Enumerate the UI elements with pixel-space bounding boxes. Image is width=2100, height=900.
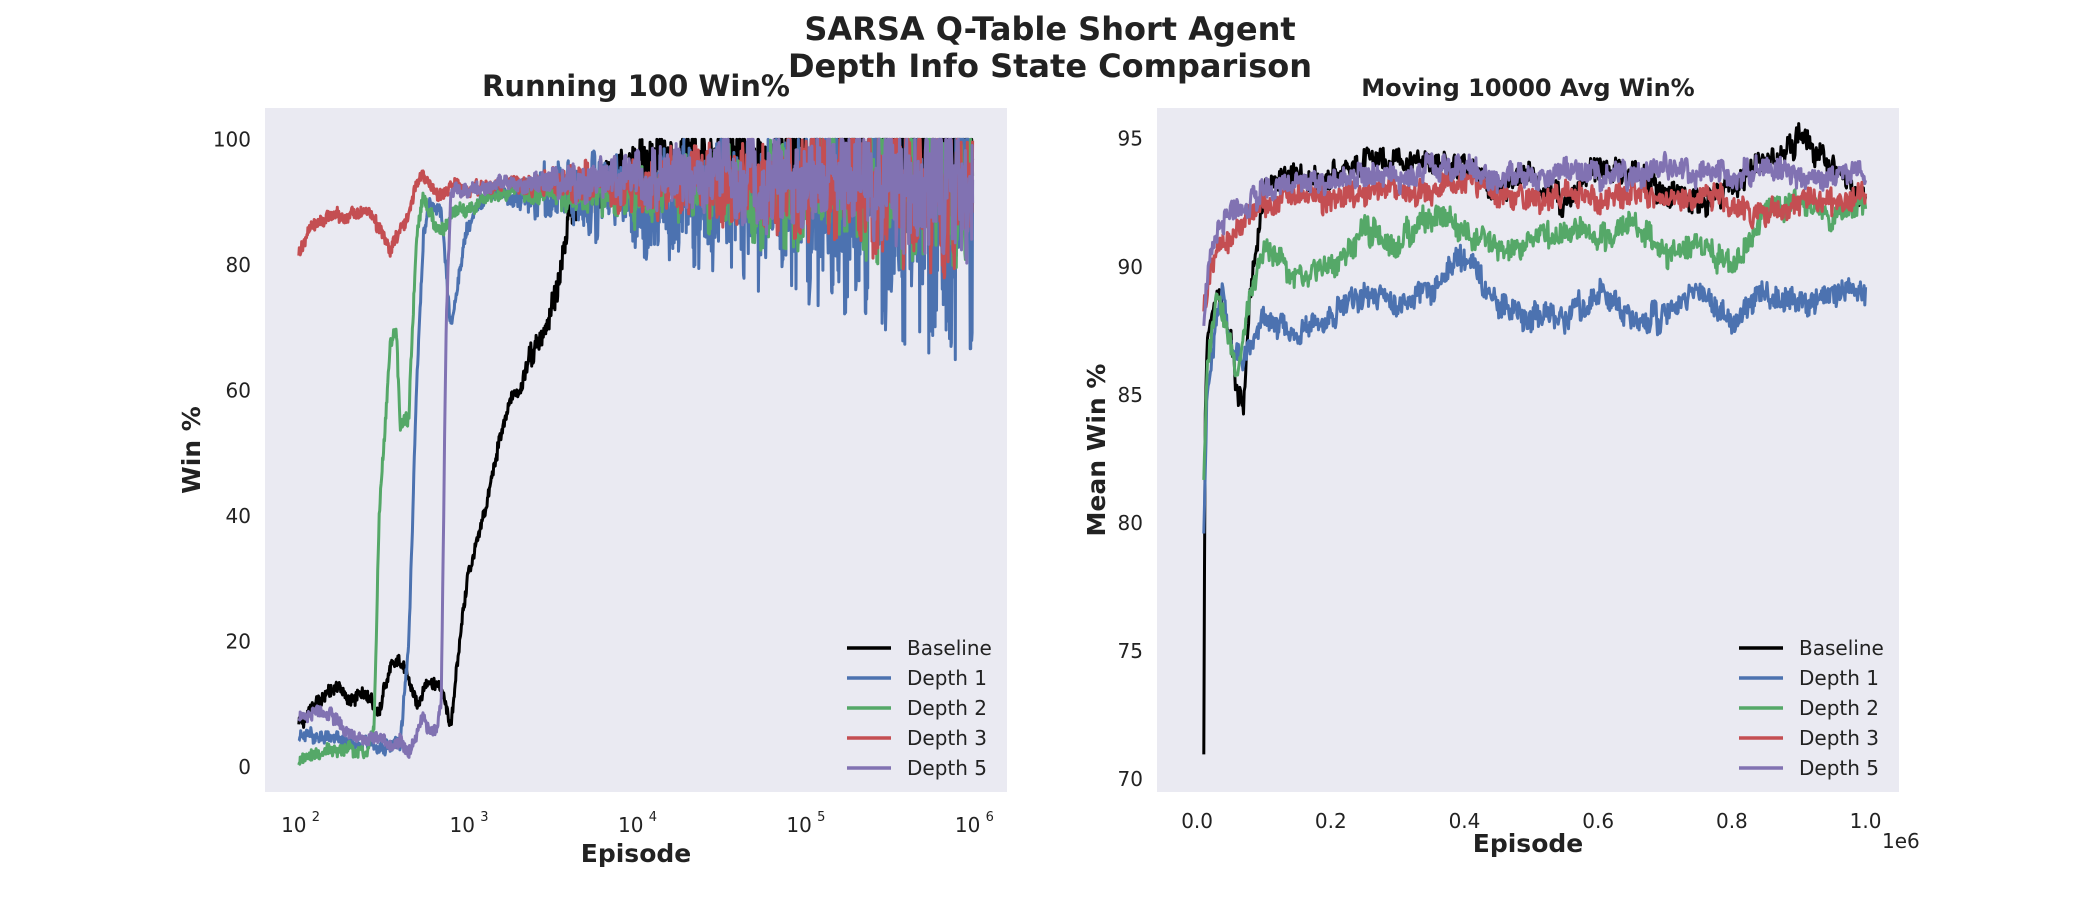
legend-label-depth-2: Depth 2 bbox=[907, 696, 987, 720]
legend-label-depth-1: Depth 1 bbox=[1799, 666, 1879, 690]
left-series-lines bbox=[297, 137, 975, 766]
left-legend: Baseline Depth 1 Depth 2 Depth 3 Depth 5 bbox=[847, 636, 992, 780]
x-tick-exponent: 5 bbox=[817, 810, 825, 825]
x-tick-label-0-2: 0.2 bbox=[1315, 809, 1347, 833]
x-tick-exponent: 3 bbox=[480, 810, 488, 825]
y-tick-label-85: 85 bbox=[1118, 383, 1143, 407]
x-tick-label-1000000: 10 bbox=[955, 813, 980, 837]
y-tick-label-80: 80 bbox=[1118, 511, 1143, 535]
right-x-offset-label: 1e6 bbox=[1882, 829, 1920, 853]
y-tick-label-75: 75 bbox=[1118, 639, 1143, 663]
x-tick-label-100000: 10 bbox=[786, 813, 811, 837]
chart-running-win: Running 100 Win% Episode Win % 0 20 40 60 80… bbox=[177, 69, 1007, 868]
right-tick-labels: 70 75 80 85 90 95 0.0 0.2 0.4 0.6 0.8 1.0 bbox=[1118, 127, 1882, 833]
left-y-axis-label: Win % bbox=[177, 406, 206, 494]
x-tick-label-0-6: 0.6 bbox=[1582, 809, 1614, 833]
right-legend: Baseline Depth 1 Depth 2 Depth 3 Depth 5 bbox=[1739, 636, 1884, 780]
legend-label-baseline: Baseline bbox=[907, 636, 992, 660]
legend-label-depth-3: Depth 3 bbox=[907, 726, 987, 750]
legend-label-depth-3: Depth 3 bbox=[1799, 726, 1879, 750]
x-tick-exponent: 4 bbox=[649, 810, 657, 825]
x-tick-base: 10 bbox=[786, 813, 811, 837]
x-tick-label-0-4: 0.4 bbox=[1449, 809, 1481, 833]
x-tick-base: 10 bbox=[955, 813, 980, 837]
figure-suptitle-line2: Depth Info State Comparison bbox=[788, 47, 1312, 85]
y-tick-label-60: 60 bbox=[226, 378, 251, 402]
x-tick-base: 10 bbox=[281, 813, 306, 837]
y-tick-label-0: 0 bbox=[238, 755, 251, 779]
x-tick-label-10000: 10 bbox=[618, 813, 643, 837]
legend-label-depth-1: Depth 1 bbox=[907, 666, 987, 690]
x-tick-exponent: 6 bbox=[986, 810, 994, 825]
y-tick-label-40: 40 bbox=[226, 504, 251, 528]
x-tick-label-0-0: 0.0 bbox=[1181, 809, 1213, 833]
left-x-axis-label: Episode bbox=[581, 839, 691, 868]
y-tick-label-100: 100 bbox=[213, 127, 251, 151]
figure-suptitle-line1: SARSA Q-Table Short Agent bbox=[804, 10, 1295, 48]
legend-label-depth-5: Depth 5 bbox=[1799, 756, 1879, 780]
y-tick-label-95: 95 bbox=[1118, 127, 1143, 151]
legend-label-baseline: Baseline bbox=[1799, 636, 1884, 660]
series-line-depth-5 bbox=[1202, 150, 1868, 326]
x-tick-base: 10 bbox=[450, 813, 475, 837]
x-tick-base: 10 bbox=[618, 813, 643, 837]
x-tick-label-100: 10 bbox=[281, 813, 306, 837]
right-y-axis-label: Mean Win % bbox=[1082, 364, 1111, 537]
y-tick-label-70: 70 bbox=[1118, 767, 1143, 791]
left-tick-labels: 0 20 40 60 80 100 10 2 10 3 10 4 10 5 10 6 bbox=[213, 127, 994, 837]
chart-moving-avg-win: Moving 10000 Avg Win% Episode Mean Win %… bbox=[1082, 74, 1920, 858]
legend-label-depth-2: Depth 2 bbox=[1799, 696, 1879, 720]
y-tick-label-90: 90 bbox=[1118, 255, 1143, 279]
series-line-depth-1 bbox=[1202, 243, 1868, 534]
y-tick-label-80: 80 bbox=[226, 253, 251, 277]
series-line-depth-5 bbox=[297, 137, 975, 759]
left-chart-title: Running 100 Win% bbox=[482, 69, 790, 103]
right-series-lines bbox=[1202, 122, 1868, 755]
series-line-depth-2 bbox=[1202, 186, 1868, 480]
right-chart-title: Moving 10000 Avg Win% bbox=[1361, 74, 1694, 102]
x-tick-exponent: 2 bbox=[312, 810, 320, 825]
x-tick-label-1-0: 1.0 bbox=[1850, 809, 1882, 833]
right-x-axis-label: Episode bbox=[1473, 829, 1583, 858]
x-tick-label-0-8: 0.8 bbox=[1716, 809, 1748, 833]
legend-label-depth-5: Depth 5 bbox=[907, 756, 987, 780]
x-tick-label-1000: 10 bbox=[450, 813, 475, 837]
y-tick-label-20: 20 bbox=[226, 629, 251, 653]
series-line-depth-3 bbox=[1202, 164, 1868, 312]
